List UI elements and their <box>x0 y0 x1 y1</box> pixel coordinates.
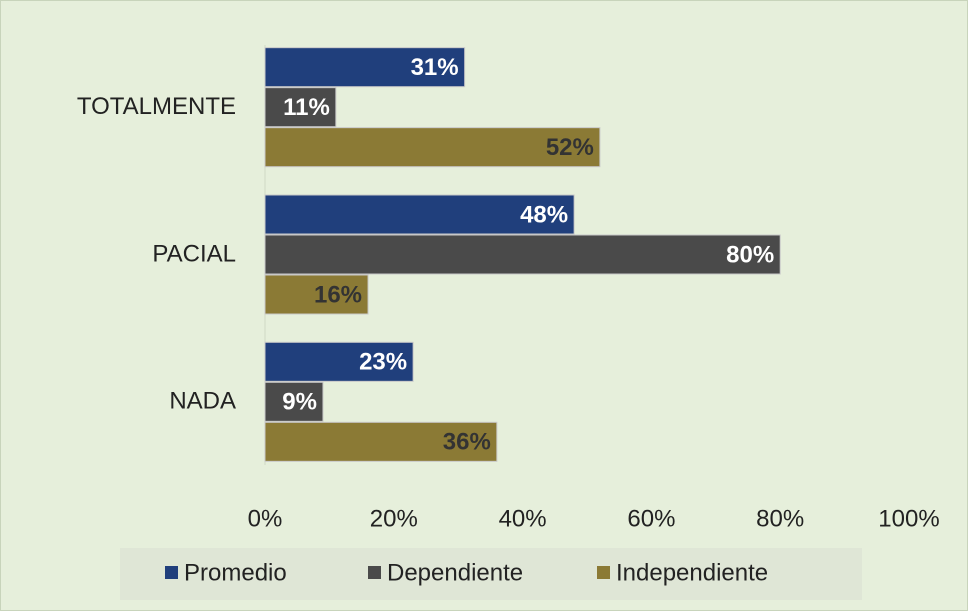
data-label: 52% <box>546 134 594 161</box>
data-label: 11% <box>283 94 330 121</box>
legend-swatch <box>368 566 381 579</box>
bar <box>264 341 414 382</box>
bar <box>264 87 337 128</box>
category-label: PACIAL <box>152 240 236 267</box>
data-label: 31% <box>411 54 459 81</box>
bar <box>264 381 324 422</box>
x-tick-label: 60% <box>627 505 675 532</box>
legend-swatch <box>597 566 610 579</box>
x-tick-label: 0% <box>248 505 283 532</box>
legend-box <box>120 548 862 600</box>
bar <box>264 274 369 315</box>
data-label: 16% <box>314 281 362 308</box>
bar <box>264 421 498 462</box>
data-label: 80% <box>726 241 774 268</box>
x-tick-label: 40% <box>499 505 547 532</box>
data-label: 23% <box>359 349 407 376</box>
legend-swatch <box>165 566 178 579</box>
x-tick-label: 100% <box>878 505 939 532</box>
legend-label: Independiente <box>616 559 768 586</box>
data-label: 9% <box>282 389 317 416</box>
category-label: NADA <box>169 388 236 415</box>
category-label: TOTALMENTE <box>77 93 236 120</box>
data-label: 48% <box>520 201 568 228</box>
data-label: 36% <box>443 429 491 456</box>
bar <box>264 47 466 88</box>
bar <box>264 194 575 235</box>
x-tick-label: 20% <box>370 505 418 532</box>
x-tick-label: 80% <box>756 505 804 532</box>
legend-label: Dependiente <box>387 559 523 586</box>
legend-label: Promedio <box>184 559 287 586</box>
bar <box>264 234 781 275</box>
bar <box>264 127 601 168</box>
